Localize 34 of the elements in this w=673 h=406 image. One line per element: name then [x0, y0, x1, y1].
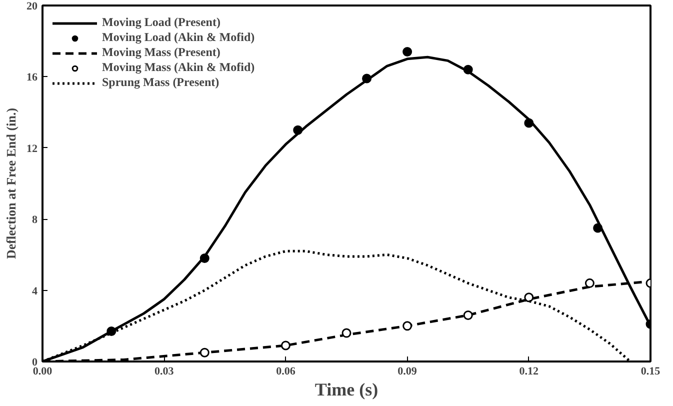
- point: [402, 321, 412, 331]
- point: [593, 223, 603, 233]
- legend-label: Moving Mass (Present): [102, 45, 220, 60]
- point: [200, 348, 210, 358]
- point: [524, 292, 534, 302]
- point: [463, 310, 473, 320]
- x-tick-label: 0.03: [154, 366, 174, 378]
- y-tick-label: 4: [32, 285, 38, 298]
- point: [106, 326, 116, 336]
- legend-label: Moving Load (Present): [102, 15, 220, 30]
- point: [524, 118, 534, 128]
- point: [463, 64, 473, 74]
- x-tick-label: 0.00: [32, 366, 53, 378]
- x-tick-label: 0.09: [398, 366, 418, 378]
- point: [280, 340, 290, 350]
- y-tick-label: 8: [32, 214, 38, 226]
- x-tick-label: 0.12: [519, 366, 540, 378]
- y-axis-title: Deflection at Free End (in.): [4, 108, 18, 260]
- point: [584, 278, 594, 288]
- y-tick-label: 20: [26, 0, 38, 12]
- legend-label: Sprung Mass (Present): [102, 75, 220, 90]
- point: [342, 328, 352, 338]
- legend-label: Moving Mass (Akin & Mofid): [102, 60, 255, 75]
- point: [200, 254, 210, 263]
- x-tick-label: 0.15: [640, 366, 661, 378]
- y-tick-label: 12: [26, 142, 38, 155]
- y-tick-label: 0: [32, 356, 38, 368]
- point: [402, 47, 412, 57]
- legend-label: Moving Load (Akin & Mofid): [102, 30, 255, 45]
- y-tick-label: 16: [26, 72, 38, 84]
- x-axis-title: Time (s): [314, 380, 378, 400]
- point: [362, 74, 372, 84]
- point: [293, 125, 303, 135]
- x-tick-label: 0.06: [276, 366, 296, 378]
